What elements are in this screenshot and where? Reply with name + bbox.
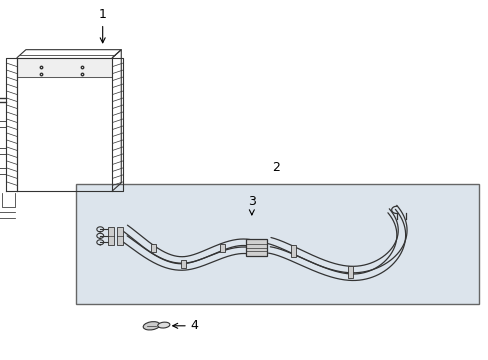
Ellipse shape: [143, 321, 160, 330]
Bar: [291, 245, 296, 257]
Text: 3: 3: [247, 195, 255, 215]
Bar: [0, 168, 6, 174]
Text: 1: 1: [99, 8, 106, 43]
Bar: [117, 227, 122, 245]
Bar: [220, 244, 224, 252]
Bar: [108, 227, 114, 245]
Ellipse shape: [158, 322, 169, 328]
Bar: [150, 244, 155, 252]
Bar: [0, 148, 6, 154]
Bar: [0, 121, 6, 127]
Text: 2: 2: [272, 161, 280, 174]
Bar: [246, 239, 266, 256]
Bar: [181, 260, 185, 268]
Bar: [347, 266, 352, 278]
Bar: [76, 184, 478, 304]
Text: 4: 4: [172, 319, 198, 332]
